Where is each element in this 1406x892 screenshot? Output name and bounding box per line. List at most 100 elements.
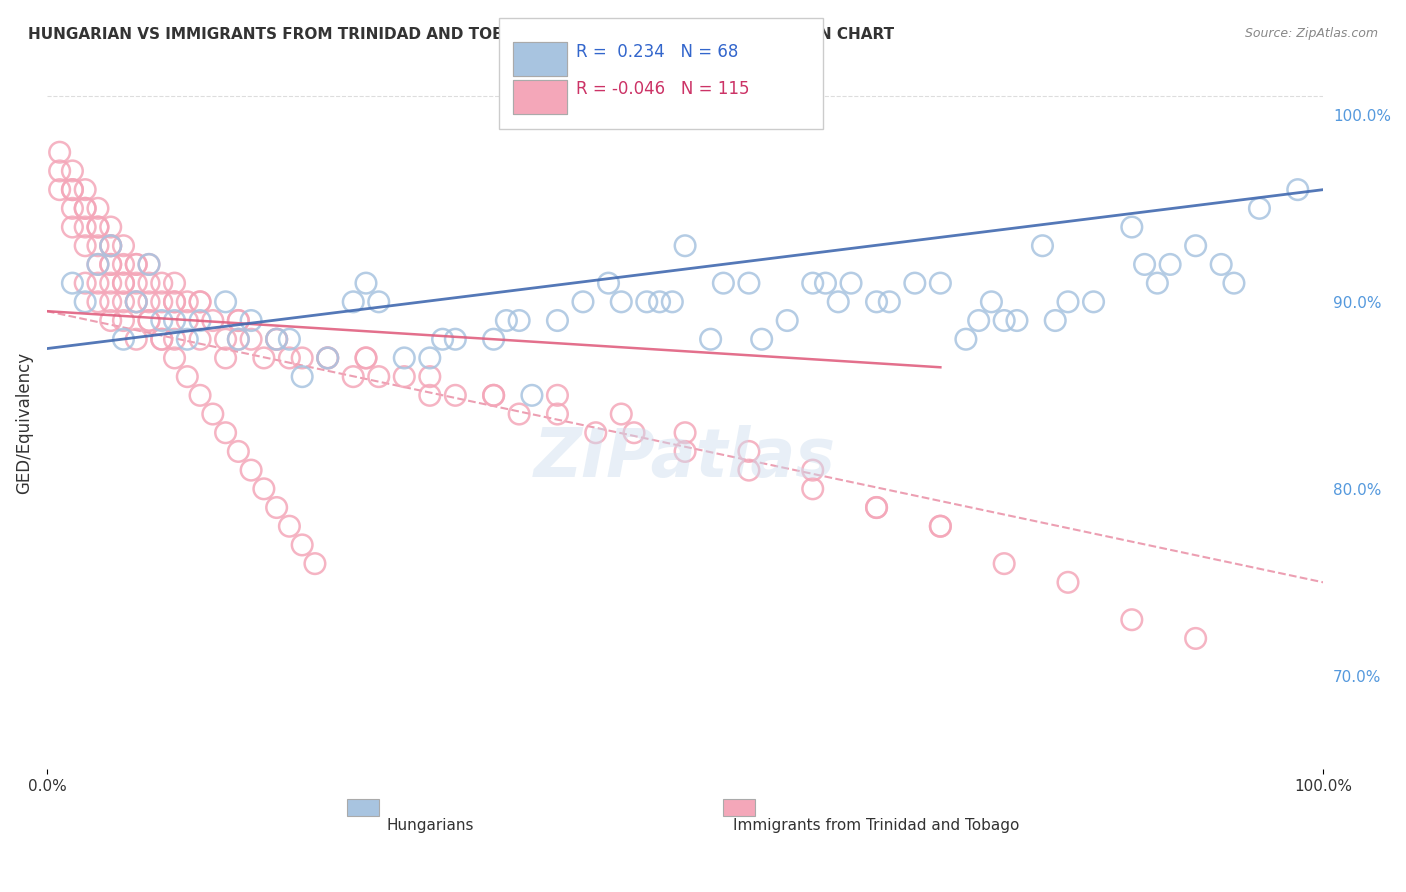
Text: R =  0.234   N = 68: R = 0.234 N = 68 bbox=[576, 43, 738, 61]
Point bbox=[354, 351, 377, 365]
Point bbox=[585, 425, 607, 440]
Point bbox=[1211, 257, 1233, 271]
Point bbox=[62, 183, 84, 197]
Point bbox=[112, 238, 135, 252]
Point bbox=[163, 294, 186, 309]
Point bbox=[673, 238, 696, 252]
Point bbox=[176, 313, 198, 327]
Point bbox=[508, 313, 530, 327]
Text: R = -0.046   N = 115: R = -0.046 N = 115 bbox=[576, 80, 749, 98]
Point bbox=[993, 313, 1015, 327]
Point bbox=[738, 444, 761, 458]
Point bbox=[814, 276, 837, 290]
Text: HUNGARIAN VS IMMIGRANTS FROM TRINIDAD AND TOBAGO GED/EQUIVALENCY CORRELATION CHA: HUNGARIAN VS IMMIGRANTS FROM TRINIDAD AN… bbox=[28, 27, 894, 42]
Point bbox=[394, 351, 416, 365]
Point bbox=[342, 369, 364, 384]
Point bbox=[266, 332, 288, 346]
Point bbox=[572, 294, 595, 309]
Point bbox=[75, 238, 97, 252]
Point bbox=[240, 313, 263, 327]
Point bbox=[253, 351, 276, 365]
Point bbox=[801, 463, 824, 477]
Point bbox=[1133, 257, 1156, 271]
Point bbox=[342, 294, 364, 309]
Point bbox=[62, 202, 84, 216]
Point bbox=[291, 351, 314, 365]
Point bbox=[75, 183, 97, 197]
Point bbox=[1159, 257, 1181, 271]
Point bbox=[138, 257, 160, 271]
Text: Immigrants from Trinidad and Tobago: Immigrants from Trinidad and Tobago bbox=[734, 818, 1019, 833]
Point bbox=[1057, 294, 1080, 309]
Point bbox=[266, 332, 288, 346]
Point bbox=[150, 276, 173, 290]
Point bbox=[482, 388, 505, 402]
Point bbox=[188, 294, 211, 309]
Point bbox=[62, 220, 84, 235]
Point bbox=[87, 294, 110, 309]
Point bbox=[929, 519, 952, 533]
Point bbox=[673, 444, 696, 458]
Point bbox=[1184, 632, 1206, 646]
Text: Source: ZipAtlas.com: Source: ZipAtlas.com bbox=[1244, 27, 1378, 40]
Point bbox=[100, 276, 122, 290]
FancyBboxPatch shape bbox=[723, 799, 755, 816]
Point bbox=[367, 369, 389, 384]
Point bbox=[1005, 313, 1028, 327]
Point bbox=[112, 276, 135, 290]
Point bbox=[150, 313, 173, 327]
Point bbox=[1223, 276, 1246, 290]
Point bbox=[278, 519, 301, 533]
Point bbox=[865, 500, 887, 515]
Point bbox=[738, 276, 761, 290]
Point bbox=[598, 276, 620, 290]
Point bbox=[188, 332, 211, 346]
Point bbox=[266, 332, 288, 346]
Point bbox=[48, 164, 70, 178]
Point bbox=[253, 482, 276, 496]
Point bbox=[546, 313, 568, 327]
Point bbox=[214, 332, 236, 346]
Point bbox=[865, 500, 887, 515]
Point bbox=[75, 220, 97, 235]
Point bbox=[150, 332, 173, 346]
Point bbox=[125, 294, 148, 309]
Point bbox=[291, 369, 314, 384]
Point bbox=[100, 257, 122, 271]
Point bbox=[929, 276, 952, 290]
Point bbox=[62, 276, 84, 290]
Point bbox=[100, 220, 122, 235]
Point bbox=[150, 294, 173, 309]
Point bbox=[367, 294, 389, 309]
Point bbox=[839, 276, 862, 290]
Point bbox=[1121, 220, 1143, 235]
Point bbox=[508, 407, 530, 421]
Point bbox=[87, 238, 110, 252]
Point bbox=[623, 425, 645, 440]
Point bbox=[354, 351, 377, 365]
Point bbox=[112, 313, 135, 327]
Point bbox=[316, 351, 339, 365]
Point bbox=[214, 294, 236, 309]
Point bbox=[738, 463, 761, 477]
Point bbox=[316, 351, 339, 365]
Point bbox=[520, 388, 543, 402]
Point bbox=[661, 294, 683, 309]
Point bbox=[495, 313, 517, 327]
Point bbox=[75, 294, 97, 309]
Point bbox=[980, 294, 1002, 309]
Point bbox=[100, 238, 122, 252]
Point bbox=[125, 294, 148, 309]
Text: ZIPatlas: ZIPatlas bbox=[534, 425, 837, 491]
Point bbox=[419, 369, 441, 384]
Text: Hungarians: Hungarians bbox=[387, 818, 474, 833]
Point bbox=[865, 294, 887, 309]
Point bbox=[188, 294, 211, 309]
Point bbox=[751, 332, 773, 346]
Point bbox=[419, 388, 441, 402]
Point bbox=[1057, 575, 1080, 590]
Point bbox=[138, 313, 160, 327]
Point bbox=[201, 313, 224, 327]
Point bbox=[394, 369, 416, 384]
Point bbox=[87, 220, 110, 235]
